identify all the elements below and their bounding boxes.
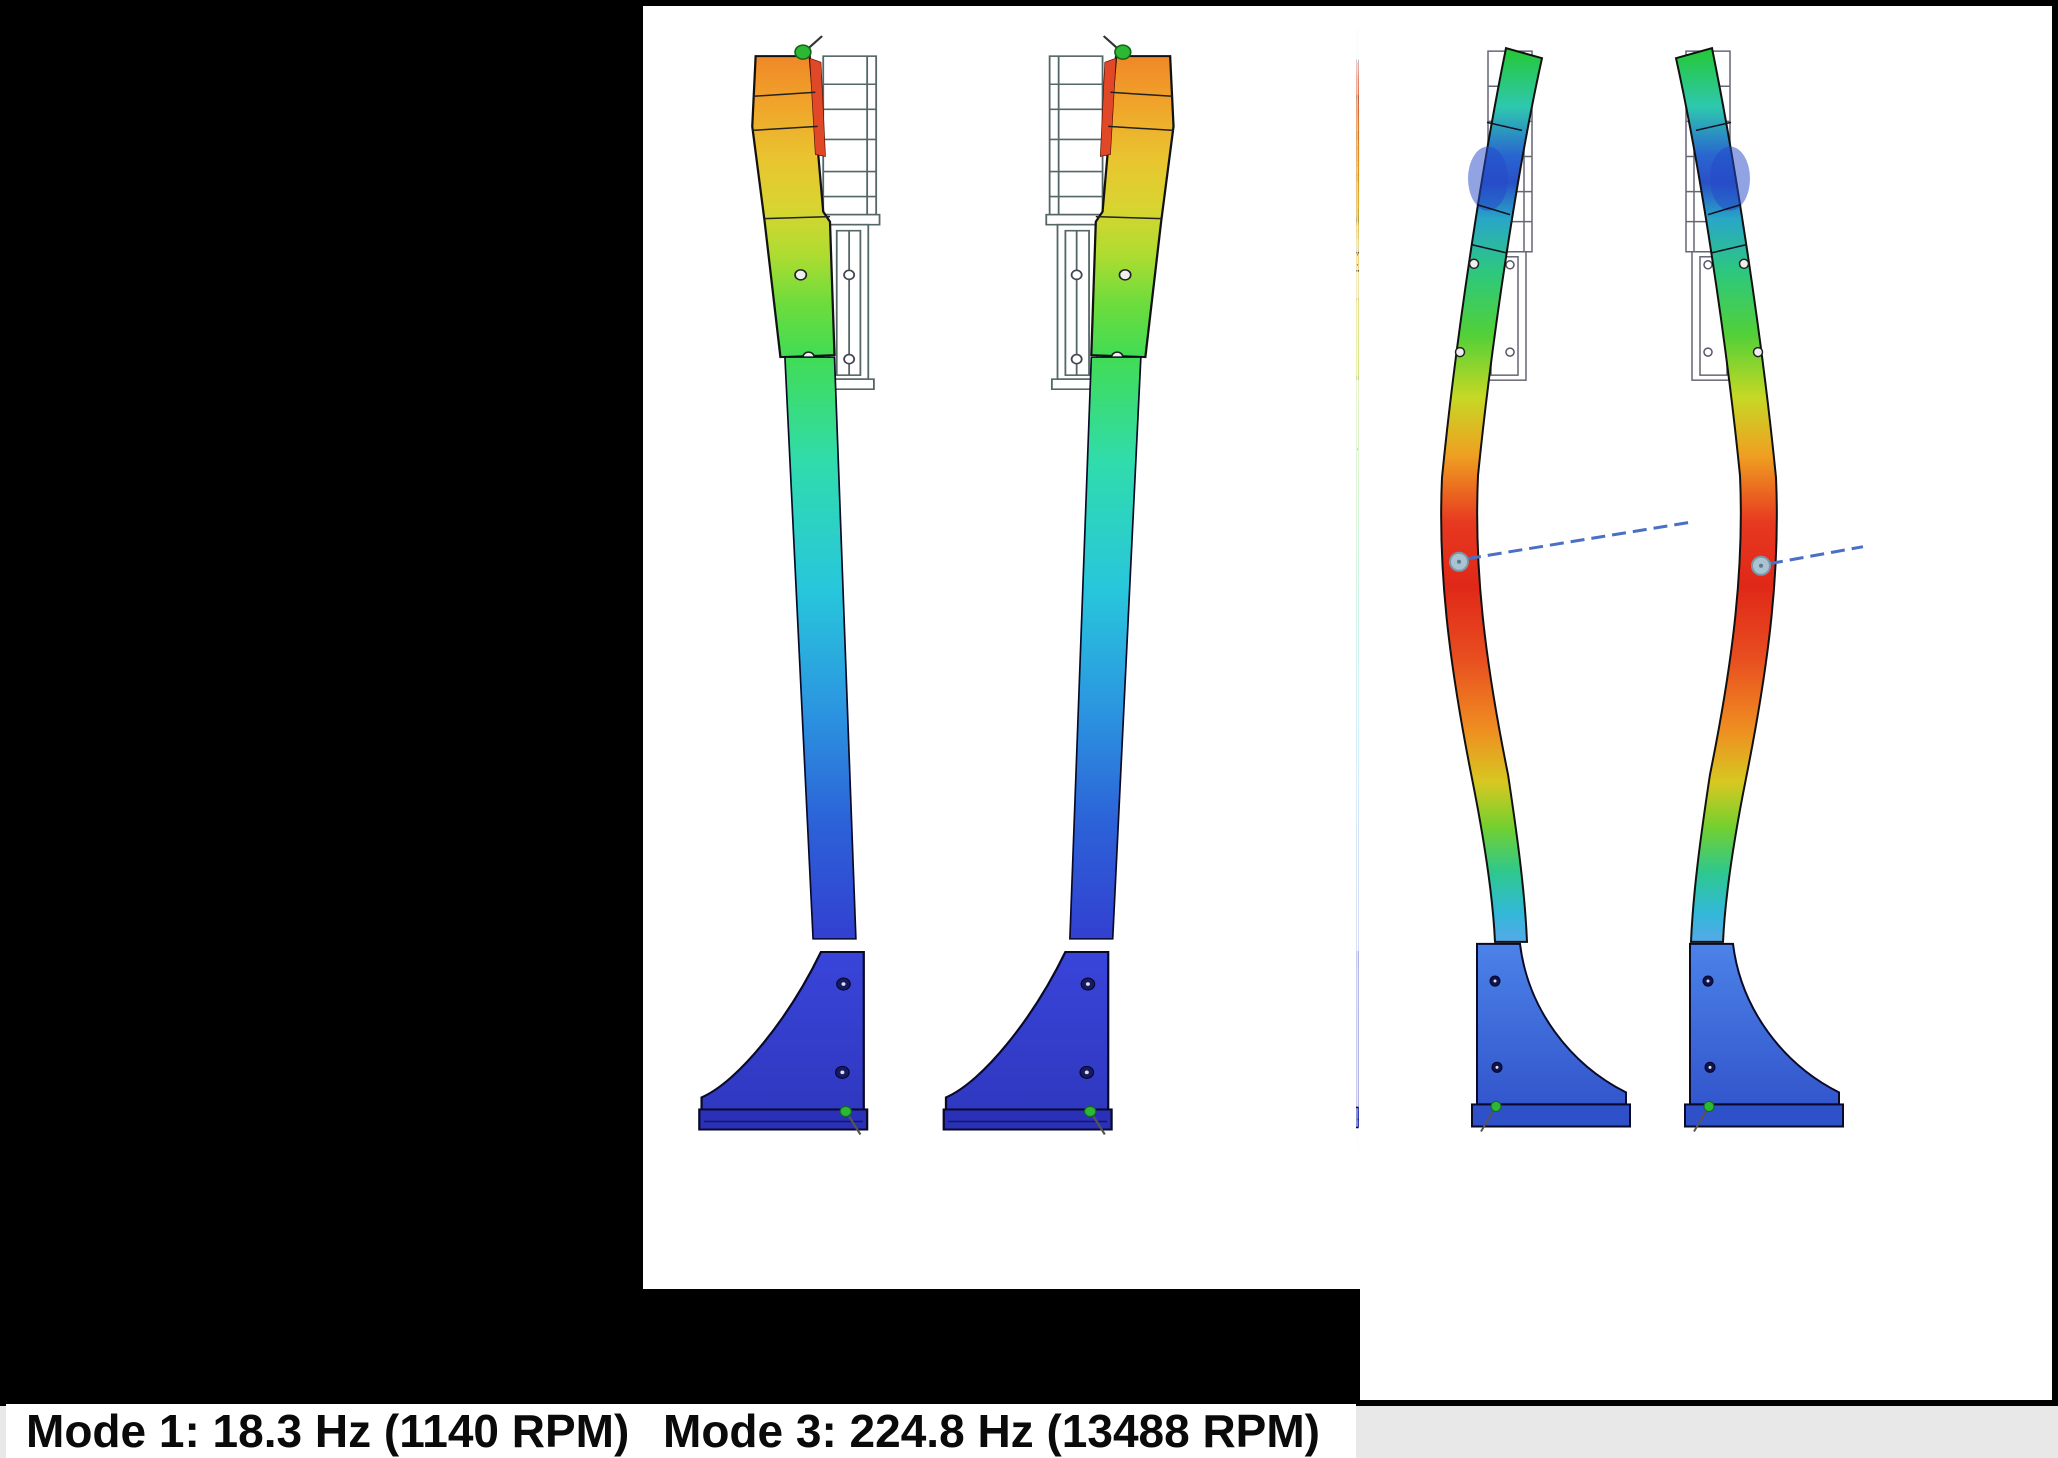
panel-mode-2 [1356,6,1360,1285]
caption-divider-1 [643,1289,1356,1404]
mode1-left-view-top [751,34,881,391]
probe-annotation-left [1449,520,1695,572]
fixture-marker-dot [839,1105,852,1117]
deformed-shaft-right [1069,356,1142,940]
panel-divider-1 [6,6,639,1404]
base-bracket-right [1684,942,1844,1133]
panel-divider-2 [639,6,643,1404]
panel-mode-3 [1360,6,2052,1285]
mode-3-drawing [1440,47,1864,1133]
fixture-marker-dot [1083,1105,1097,1117]
panel-mode-1 [643,6,1356,1285]
mode3-left-view-top [1440,47,1544,943]
caption-mode-1: Mode 1: 18.3 Hz (1140 RPM) [6,1404,639,1458]
probe-leader-line [1466,520,1695,561]
base-bracket-right [942,950,1113,1136]
probe-leader-line [1768,545,1864,566]
probe-annotation-right [1751,545,1864,576]
base-bracket-left [698,950,869,1136]
caption-divider-2 [1356,1289,1360,1404]
mode2-right-view [1357,28,1359,1148]
base-bracket-left [1471,942,1631,1133]
fixture-marker-dot [1490,1100,1502,1112]
mode-1-drawing [698,34,1175,1136]
caption-mode-3: Mode 3: 224.8 Hz (13488 RPM) [643,1404,1356,1458]
deformed-shaft-left [784,356,857,940]
mode1-right-view-top [1045,34,1175,391]
mode3-right-view-top [1674,47,1778,943]
fixture-marker-dot [1703,1100,1715,1112]
